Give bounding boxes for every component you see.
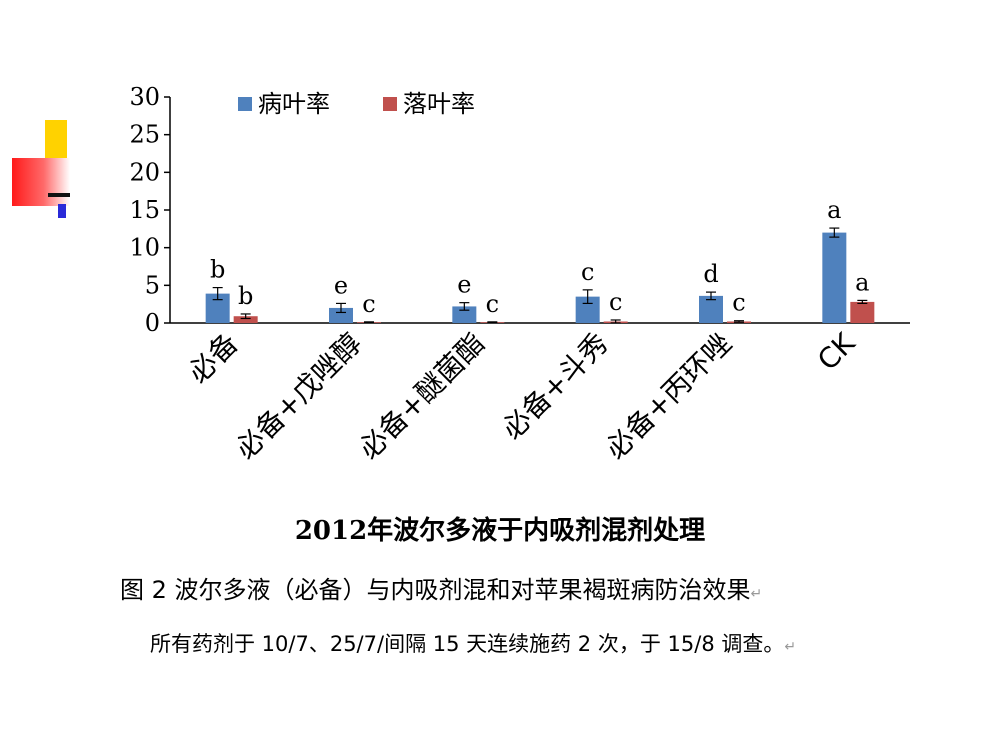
- x-tick-label: 必备+醚菌酯: [352, 327, 491, 466]
- significance-label: e: [334, 271, 348, 299]
- y-tick-label: 5: [145, 271, 160, 299]
- decorative-blue-block: [58, 204, 66, 218]
- bar: [329, 307, 353, 323]
- bar: [850, 301, 875, 323]
- x-tick-label: 必备: [182, 327, 245, 390]
- x-tick-label: 必备+丙环唑: [599, 327, 738, 466]
- decorative-black-line: [48, 193, 70, 197]
- bar: [233, 316, 258, 323]
- significance-label: a: [855, 268, 869, 296]
- y-tick-label: 20: [129, 158, 160, 186]
- significance-label: d: [703, 260, 718, 288]
- significance-label: a: [827, 196, 841, 224]
- legend-swatch: [383, 97, 397, 111]
- bar: [822, 232, 847, 323]
- legend-label: 落叶率: [403, 90, 475, 118]
- significance-label: c: [581, 258, 594, 286]
- return-mark: ↵: [784, 639, 797, 655]
- significance-label: c: [732, 289, 745, 317]
- decorative-yellow-block: [45, 120, 67, 158]
- y-tick-label: 25: [129, 121, 160, 149]
- bar-chart: 051015202530bb必备ec必备+戊唑醇ec必备+醚菌酯cc必备+斗秀d…: [129, 83, 910, 466]
- figure-caption: 图 2 波尔多液（必备）与内吸剂混和对苹果褐斑病防治效果↵: [120, 570, 762, 605]
- x-tick-label: CK: [811, 326, 862, 377]
- legend-label: 病叶率: [258, 90, 330, 118]
- chart-title: 2012年波尔多液于内吸剂混剂处理: [294, 516, 706, 546]
- y-tick-label: 15: [129, 196, 160, 224]
- significance-label: b: [238, 282, 253, 310]
- significance-label: c: [362, 290, 375, 318]
- return-mark: ↵: [750, 586, 763, 602]
- y-tick-label: 30: [129, 83, 160, 111]
- x-tick-label: 必备+斗秀: [495, 327, 614, 446]
- figure-note-text: 所有药剂于 10/7、25/7/间隔 15 天连续施药 2 次，于 15/8 调…: [150, 632, 785, 656]
- y-tick-label: 0: [145, 309, 160, 337]
- significance-label: c: [609, 288, 622, 316]
- figure-note: 所有药剂于 10/7、25/7/间隔 15 天连续施药 2 次，于 15/8 调…: [150, 628, 796, 658]
- legend-swatch: [238, 97, 252, 111]
- significance-label: b: [210, 256, 225, 284]
- y-tick-label: 10: [129, 234, 160, 262]
- significance-label: c: [486, 290, 499, 318]
- decorative-red-block: [12, 158, 70, 206]
- figure-caption-text: 图 2 波尔多液（必备）与内吸剂混和对苹果褐斑病防治效果: [120, 576, 751, 604]
- bar: [452, 306, 477, 323]
- significance-label: e: [457, 271, 471, 299]
- x-tick-label: 必备+戊唑醇: [229, 327, 368, 466]
- bar: [699, 295, 723, 323]
